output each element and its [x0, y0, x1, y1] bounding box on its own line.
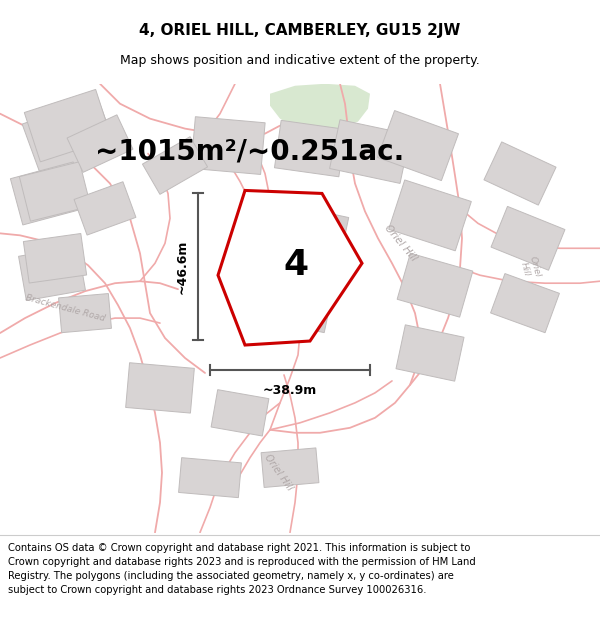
- Text: ~38.9m: ~38.9m: [263, 384, 317, 397]
- Polygon shape: [491, 206, 565, 270]
- Text: Crown copyright and database rights 2023 and is reproduced with the permission o: Crown copyright and database rights 2023…: [8, 557, 476, 567]
- Polygon shape: [23, 234, 86, 283]
- Text: Map shows position and indicative extent of the property.: Map shows position and indicative extent…: [120, 54, 480, 68]
- Polygon shape: [231, 198, 349, 332]
- Polygon shape: [329, 120, 410, 183]
- Polygon shape: [191, 117, 265, 174]
- Polygon shape: [19, 162, 91, 221]
- Text: Oriel Hill: Oriel Hill: [262, 452, 294, 493]
- Polygon shape: [10, 162, 86, 225]
- Polygon shape: [218, 191, 362, 345]
- Polygon shape: [211, 389, 269, 436]
- Polygon shape: [67, 115, 133, 172]
- Polygon shape: [19, 246, 85, 301]
- Polygon shape: [270, 84, 370, 132]
- Text: ~46.6m: ~46.6m: [176, 239, 189, 294]
- Polygon shape: [22, 97, 118, 181]
- Text: Contains OS data © Crown copyright and database right 2021. This information is : Contains OS data © Crown copyright and d…: [8, 542, 470, 552]
- Polygon shape: [377, 111, 458, 181]
- Text: 4, ORIEL HILL, CAMBERLEY, GU15 2JW: 4, ORIEL HILL, CAMBERLEY, GU15 2JW: [139, 24, 461, 39]
- Text: subject to Crown copyright and database rights 2023 Ordnance Survey 100026316.: subject to Crown copyright and database …: [8, 585, 427, 595]
- Polygon shape: [125, 362, 194, 413]
- Text: Registry. The polygons (including the associated geometry, namely x, y co-ordina: Registry. The polygons (including the as…: [8, 571, 454, 581]
- Text: ~1015m²/~0.251ac.: ~1015m²/~0.251ac.: [95, 138, 404, 166]
- Text: Oriel Hill: Oriel Hill: [382, 223, 418, 263]
- Polygon shape: [261, 448, 319, 488]
- Polygon shape: [484, 142, 556, 205]
- Polygon shape: [274, 121, 346, 177]
- Polygon shape: [396, 325, 464, 381]
- Polygon shape: [179, 458, 241, 498]
- Polygon shape: [74, 182, 136, 235]
- Polygon shape: [59, 294, 112, 333]
- Text: Oriel
Hill: Oriel Hill: [518, 256, 542, 281]
- Text: 4: 4: [283, 248, 308, 282]
- Text: Brackendale Road: Brackendale Road: [24, 293, 106, 323]
- Polygon shape: [142, 137, 208, 194]
- Polygon shape: [25, 89, 112, 162]
- Polygon shape: [491, 274, 559, 332]
- Polygon shape: [397, 253, 473, 317]
- Polygon shape: [389, 180, 472, 251]
